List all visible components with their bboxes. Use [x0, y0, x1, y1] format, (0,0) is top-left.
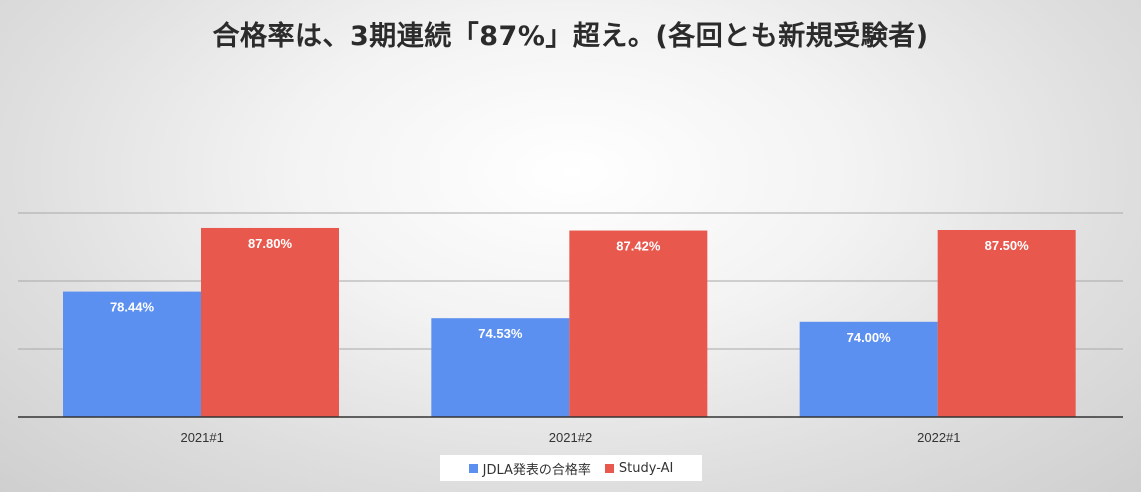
legend-item-jdla: JDLA発表の合格率	[468, 459, 591, 478]
data-label-jdla-0: 78.44%	[110, 300, 155, 315]
bar-study-ai-0	[201, 227, 339, 417]
bar-study-ai-2	[937, 230, 1076, 417]
data-label-jdla-1: 74.53%	[478, 326, 523, 341]
data-label-jdla-2: 74.00%	[847, 330, 892, 345]
legend-label-study-ai: Study-AI	[618, 460, 674, 476]
data-label-study-ai-2: 87.50%	[985, 238, 1030, 253]
legend-item-study-ai: Study-AI	[604, 460, 674, 476]
data-label-study-ai-0: 87.80%	[248, 236, 293, 251]
chart-title: 合格率は、3期連続「87%」超え。(各回とも新規受験者)	[212, 21, 929, 52]
bar-jdla-2	[799, 321, 938, 417]
legend-swatch-jdla	[468, 463, 478, 473]
x-tick-label: 2022#1	[917, 430, 960, 445]
legend-swatch-study-ai	[604, 463, 614, 473]
bar-study-ai-1	[569, 230, 708, 417]
bar-jdla-1	[431, 318, 570, 417]
x-tick-label: 2021#2	[549, 430, 592, 445]
x-tick-label: 2021#1	[180, 430, 223, 445]
legend-label-jdla: JDLA発表の合格率	[482, 462, 591, 478]
bar-jdla-0	[63, 291, 201, 417]
data-label-study-ai-1: 87.42%	[616, 239, 661, 254]
legend: JDLA発表の合格率 Study-AI	[440, 455, 702, 481]
